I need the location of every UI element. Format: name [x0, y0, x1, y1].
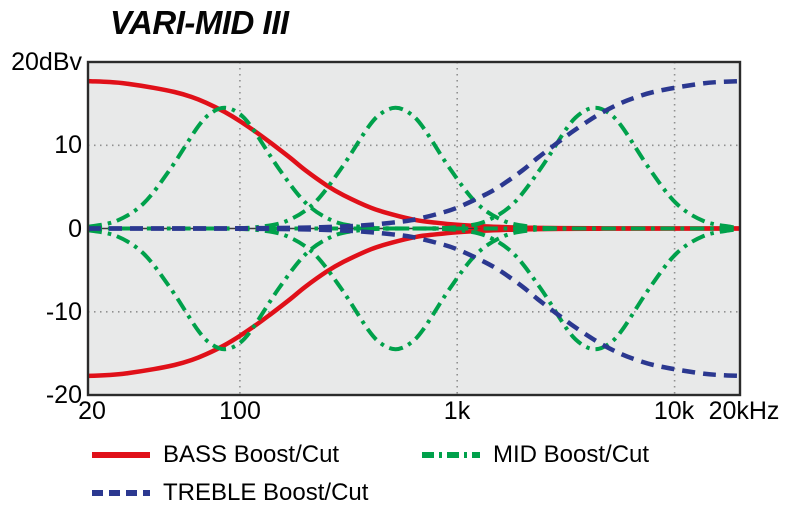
chart-title: VARI-MID III [110, 4, 289, 41]
bass-line-icon [92, 452, 150, 458]
x-tick-1k: 1k [443, 397, 471, 425]
legend-label-mid: MID Boost/Cut [493, 441, 650, 468]
legend-label-bass: BASS Boost/Cut [163, 441, 340, 468]
y-tick-10: 10 [54, 131, 82, 159]
x-tick-100: 100 [219, 397, 261, 425]
legend-item-treble: TREBLE Boost/Cut [90, 479, 368, 507]
x-tick-20: 20 [78, 397, 106, 425]
y-tick-neg10: -10 [45, 298, 82, 326]
y-tick-neg20: -20 [45, 381, 82, 409]
x-tick-20k: 20kHz [708, 397, 780, 425]
x-tick-10k: 10k [653, 397, 695, 425]
legend-label-treble: TREBLE Boost/Cut [163, 479, 369, 506]
y-tick-0: 0 [68, 215, 82, 243]
y-tick-20dbv: 20dBv [11, 48, 82, 76]
legend-item-mid: MID Boost/Cut [420, 441, 649, 469]
legend-item-bass: BASS Boost/Cut [90, 441, 339, 469]
mid-line-icon [422, 452, 480, 458]
treble-line-icon [92, 490, 150, 496]
